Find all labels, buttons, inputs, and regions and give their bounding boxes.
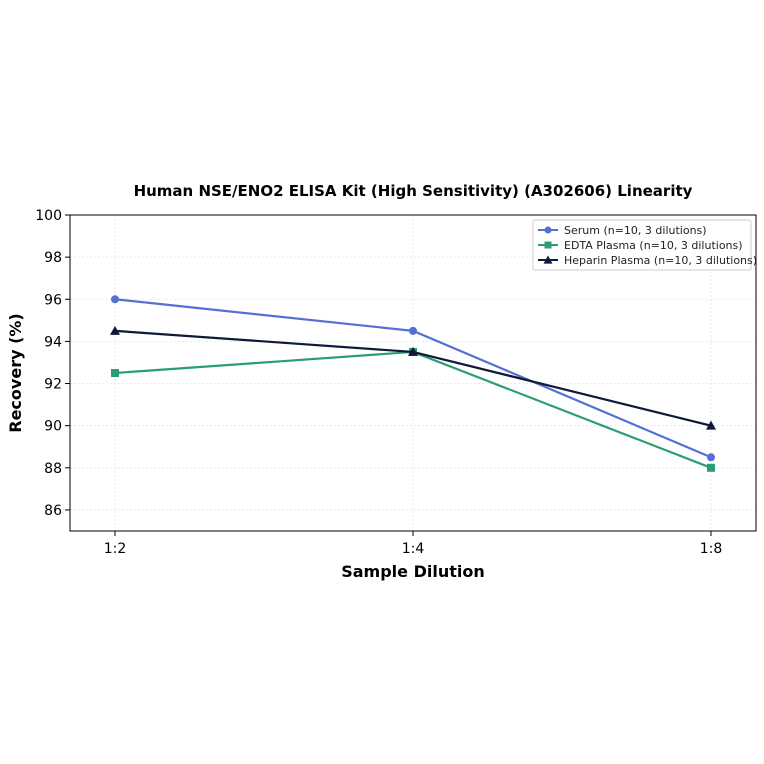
data-point (111, 369, 119, 377)
x-axis-label: Sample Dilution (341, 562, 485, 581)
y-axis-label: Recovery (%) (6, 313, 25, 432)
y-tick-label: 98 (44, 250, 62, 266)
chart-title: Human NSE/ENO2 ELISA Kit (High Sensitivi… (134, 182, 693, 200)
legend-box (532, 219, 752, 271)
series-0 (111, 295, 715, 462)
y-tick-label: 92 (44, 377, 62, 393)
data-point (706, 420, 716, 430)
y-tick-label: 100 (35, 208, 62, 224)
data-point (408, 346, 418, 356)
data-point (544, 241, 552, 249)
x-tick-label: 1:4 (402, 541, 425, 557)
data-point (409, 326, 417, 335)
y-tick-label: 90 (44, 419, 62, 435)
legend-entry: Heparin Plasma (n=10, 3 dilutions) (538, 254, 757, 267)
data-point (111, 295, 119, 304)
y-tick-label: 94 (44, 334, 62, 350)
y-tick-label: 86 (44, 503, 62, 519)
data-point (707, 463, 715, 472)
legend-entry: Serum (n=10, 3 dilutions) (538, 224, 707, 237)
series-2 (110, 325, 716, 430)
series-1 (111, 347, 715, 472)
series-line (114, 350, 712, 469)
legend-label: Heparin Plasma (n=10, 3 dilutions) (564, 254, 757, 267)
y-tick-label: 88 (44, 461, 62, 477)
data-point (707, 453, 715, 462)
data-point (544, 226, 552, 234)
legend-label: EDTA Plasma (n=10, 3 dilutions) (564, 239, 743, 252)
data-point (543, 255, 553, 264)
legend-entry: EDTA Plasma (n=10, 3 dilutions) (538, 239, 743, 252)
y-tick-label: 96 (44, 292, 62, 308)
legend-label: Serum (n=10, 3 dilutions) (564, 224, 707, 237)
legend: Serum (n=10, 3 dilutions) EDTA Plasma (n=… (532, 219, 757, 271)
data-point (110, 325, 120, 335)
x-tick-label: 1:2 (104, 541, 127, 557)
series-layer (110, 295, 716, 472)
x-tick-label: 1:8 (700, 541, 723, 557)
axis-ticks: 86 88 90 92 94 96 98 100 1:2 1:4 1:8 (35, 208, 722, 557)
